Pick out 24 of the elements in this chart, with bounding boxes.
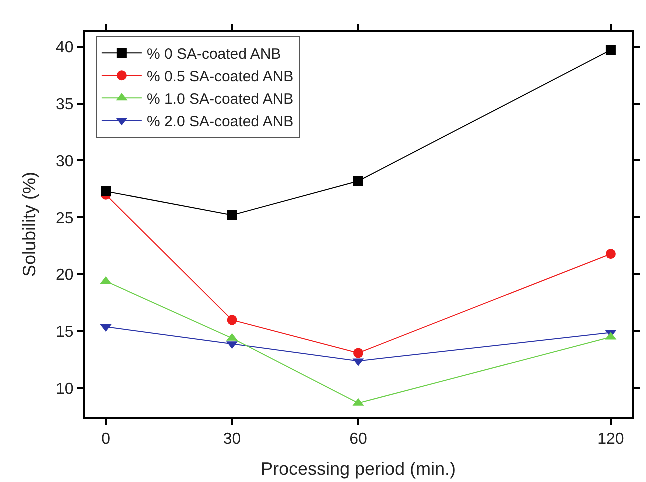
legend-label: % 2.0 SA-coated ANB: [146, 113, 294, 130]
y-tick-label: 10: [56, 381, 74, 398]
y-tick-label: 20: [56, 267, 74, 284]
point: [606, 249, 616, 260]
point: [606, 45, 616, 56]
y-tick-label: 35: [56, 96, 74, 114]
legend-label: % 1.0 SA-coated ANB: [146, 90, 294, 108]
x-tick-label: 60: [350, 431, 368, 448]
legend-label: % 0 SA-coated ANB: [146, 46, 282, 63]
y-tick-label: 25: [56, 210, 74, 228]
point: [101, 186, 112, 196]
x-axis-title: Processing period (min.): [260, 458, 456, 479]
x-tick-label: 0: [102, 431, 111, 448]
y-axis-title: Solubility (%): [20, 172, 40, 278]
legend-label: % 0.5 SA-coated ANB: [146, 68, 294, 86]
y-tick-label: 15: [56, 324, 74, 342]
point: [227, 315, 238, 326]
point: [227, 210, 238, 220]
y-tick-label: 40: [56, 39, 74, 56]
x-tick-label: 30: [223, 431, 242, 448]
x-tick-label: 120: [598, 431, 624, 448]
point: [354, 348, 364, 358]
y-tick-label: 30: [56, 153, 74, 170]
point: [354, 176, 364, 186]
